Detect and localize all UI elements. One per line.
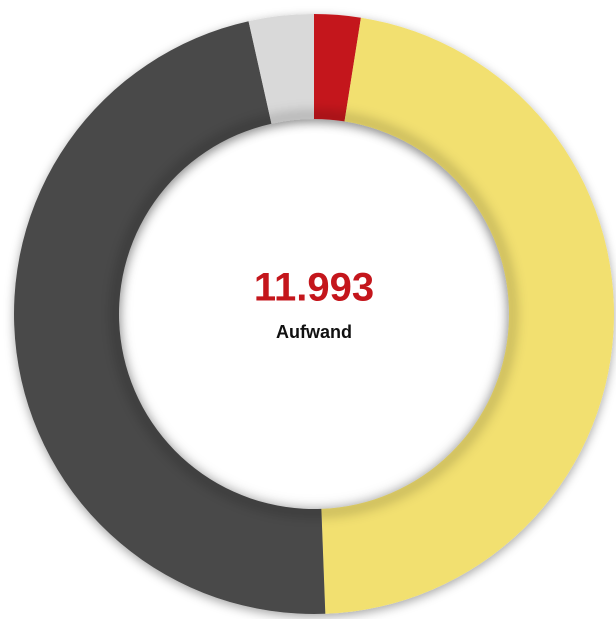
donut-segment — [321, 17, 615, 614]
donut-segment — [314, 14, 361, 122]
donut-segment — [13, 21, 326, 614]
donut — [13, 14, 615, 614]
donut-segment — [248, 14, 314, 124]
center-value: 11.993 — [254, 266, 374, 310]
center-label: Aufwand — [276, 322, 352, 342]
inner-shadow — [112, 112, 516, 516]
